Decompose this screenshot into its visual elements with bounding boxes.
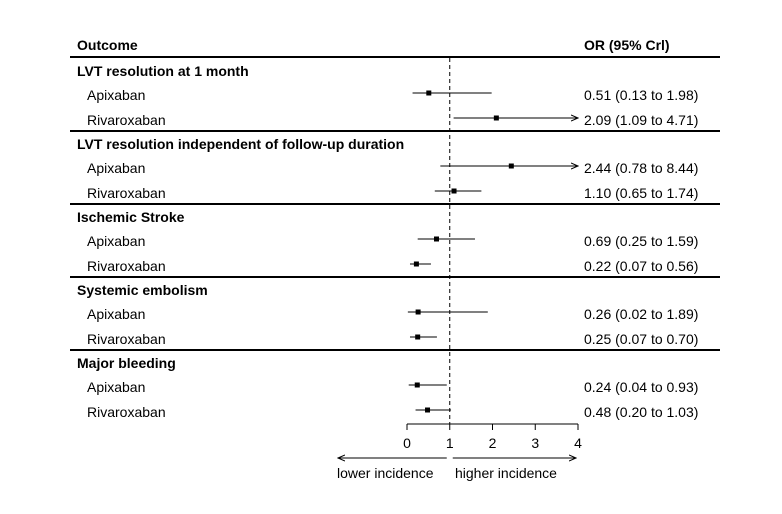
group-divider (70, 349, 720, 351)
point-estimate (508, 163, 514, 169)
row-label: Apixaban (87, 160, 146, 176)
row-or-text: 0.22 (0.07 to 0.56) (584, 258, 699, 274)
group-title-lvt-independent: LVT resolution independent of follow-up … (77, 136, 405, 152)
point-estimate (433, 236, 439, 242)
lower-incidence-label: lower incidence (337, 465, 434, 481)
x-tick-label: 0 (403, 435, 411, 451)
point-estimate (413, 261, 419, 267)
row-or-text: 0.69 (0.25 to 1.59) (584, 233, 699, 249)
group-divider (70, 130, 720, 132)
point-estimate (415, 334, 421, 340)
x-tick-label: 2 (489, 435, 497, 451)
row-or-text: 0.25 (0.07 to 0.70) (584, 331, 699, 347)
group-title-systemic-embolism: Systemic embolism (77, 282, 208, 298)
row-label: Rivaroxaban (87, 185, 166, 201)
point-estimate (414, 382, 420, 388)
header-rule (70, 56, 720, 58)
row-label: Rivaroxaban (87, 258, 166, 274)
point-estimate (426, 90, 432, 96)
row-or-text: 1.10 (0.65 to 1.74) (584, 185, 699, 201)
point-estimate (425, 407, 431, 413)
row-or-text: 0.26 (0.02 to 1.89) (584, 306, 699, 322)
row-label: Rivaroxaban (87, 112, 166, 128)
row-or-text: 0.48 (0.20 to 1.03) (584, 404, 699, 420)
row-label: Apixaban (87, 233, 146, 249)
x-tick-label: 1 (446, 435, 454, 451)
row-or-text: 0.24 (0.04 to 0.93) (584, 379, 699, 395)
row-or-text: 2.09 (1.09 to 4.71) (584, 112, 699, 128)
row-label: Rivaroxaban (87, 331, 166, 347)
row-or-text: 0.51 (0.13 to 1.98) (584, 87, 699, 103)
or-column-header: OR (95% Crl) (584, 37, 670, 53)
point-estimate (493, 115, 499, 121)
row-label: Apixaban (87, 87, 146, 103)
point-estimate (415, 309, 421, 315)
group-divider (70, 276, 720, 278)
group-title-ischemic-stroke: Ischemic Stroke (77, 209, 185, 225)
x-tick-label: 4 (574, 435, 582, 451)
row-label: Rivaroxaban (87, 404, 166, 420)
outcome-column-header: Outcome (77, 37, 138, 53)
x-tick-label: 3 (531, 435, 539, 451)
group-divider (70, 203, 720, 205)
row-label: Apixaban (87, 306, 146, 322)
higher-incidence-label: higher incidence (455, 465, 557, 481)
row-or-text: 2.44 (0.78 to 8.44) (584, 160, 699, 176)
point-estimate (451, 188, 457, 194)
row-label: Apixaban (87, 379, 146, 395)
group-title-lvt-1-month: LVT resolution at 1 month (77, 63, 249, 79)
group-title-major-bleeding: Major bleeding (77, 355, 176, 371)
